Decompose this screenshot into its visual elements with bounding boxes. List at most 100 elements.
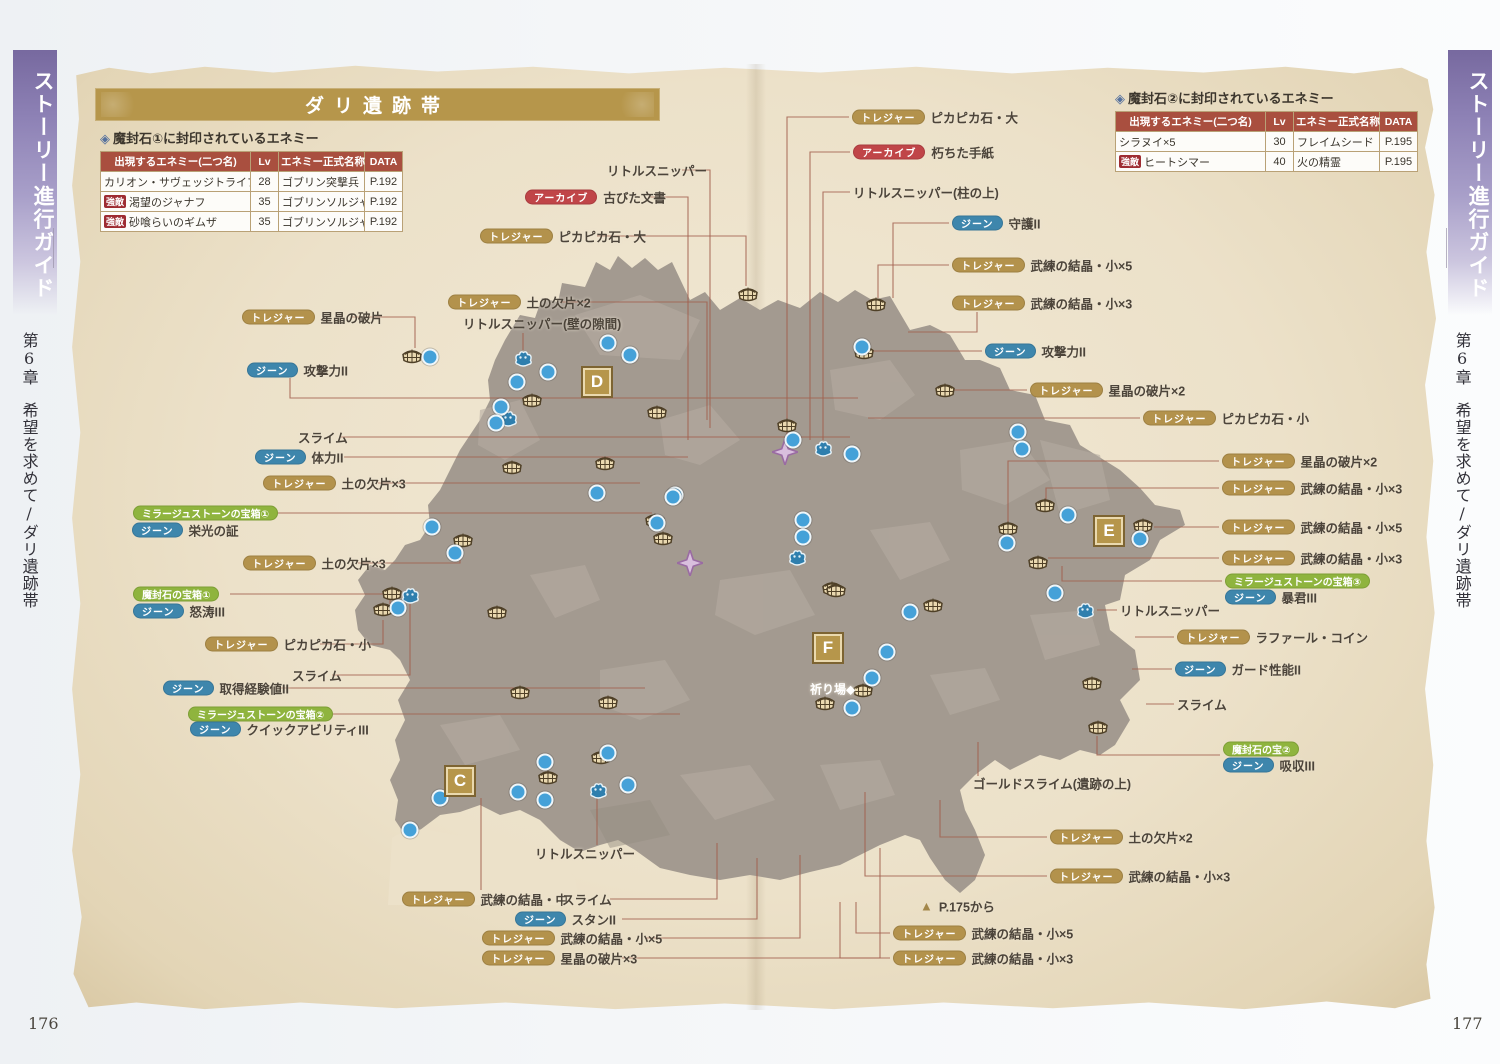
treasure-chest-icon bbox=[501, 458, 523, 477]
enemy-level: 40 bbox=[1265, 151, 1294, 172]
spot-dot bbox=[1046, 584, 1064, 602]
spot-dot bbox=[843, 445, 861, 463]
label-text: 土の欠片×2 bbox=[1128, 831, 1193, 846]
treasure-chest-icon bbox=[381, 584, 403, 603]
map-section-letter-F: F bbox=[812, 632, 844, 664]
label-text: 暴君III bbox=[1281, 591, 1317, 606]
treasure-chest-icon bbox=[814, 694, 836, 713]
leader-line bbox=[892, 222, 949, 298]
map-label: ジーン 怒涛III bbox=[133, 602, 225, 621]
archive-tag: アーカイブ bbox=[525, 189, 598, 205]
map-label: ミラージュストーンの宝箱③ bbox=[1225, 573, 1376, 589]
label-text: 武練の結晶・中 bbox=[480, 893, 569, 908]
spot-dot bbox=[843, 699, 861, 717]
mirage-tag: ミラージュストーンの宝箱③ bbox=[1225, 573, 1371, 589]
treasure-tag: トレジャー bbox=[1177, 629, 1250, 645]
map-label: ジーン 取得経験値II bbox=[163, 679, 289, 698]
enemy-row: カリオン・サヴェッジトライブ×528ゴブリン突撃兵P.192 bbox=[100, 171, 403, 192]
label-text: 土の欠片×2 bbox=[526, 296, 591, 311]
chapter-label-right: 第6章希望を求めて/ダリ遺跡帯 bbox=[1452, 332, 1472, 609]
spot-dot bbox=[878, 643, 896, 661]
spot-dot bbox=[863, 669, 881, 687]
gene-tag: ジーン bbox=[190, 721, 241, 737]
map-dark-patch bbox=[590, 800, 670, 848]
treasure-tag: トレジャー bbox=[1030, 382, 1103, 398]
spot-dot bbox=[648, 514, 666, 532]
label-text: リトルスニッパー(柱の上) bbox=[853, 186, 999, 201]
table-heading: ◈ 魔封石②に封印されているエネミー bbox=[1115, 91, 1334, 106]
spot-dot bbox=[1009, 423, 1027, 441]
label-text: ガード性能II bbox=[1231, 663, 1301, 678]
little-snipper-icon bbox=[812, 439, 835, 458]
label-text: 怒涛III bbox=[189, 605, 225, 620]
map-label: スライム bbox=[298, 428, 348, 447]
gene-tag: ジーン bbox=[515, 911, 566, 927]
treasure-tag: トレジャー bbox=[448, 294, 521, 310]
map-label: ミラージュストーンの宝箱② bbox=[188, 706, 339, 722]
enemy-data-page: P.195 bbox=[1379, 151, 1418, 172]
map-label: ジーン ガード性能II bbox=[1175, 660, 1301, 679]
sealed-enemy-table-1: ◈ 魔封石①に封印されているエネミー 出現するエネミー(二つ名) Lv エネミー正式名… bbox=[100, 128, 410, 232]
page-number-left: 176 bbox=[28, 1014, 59, 1033]
seal-tag: 魔封石の宝② bbox=[1223, 741, 1300, 757]
little-snipper-icon bbox=[1074, 601, 1097, 620]
label-text: 攻撃力II bbox=[303, 364, 348, 379]
treasure-chest-icon bbox=[594, 454, 616, 473]
leader-line bbox=[1061, 566, 1222, 582]
treasure-chest-icon bbox=[521, 391, 543, 410]
map-label: ジーン スタンII bbox=[515, 910, 616, 929]
diamond-icon: ◈ bbox=[100, 131, 110, 146]
chapter-label-left: 第6章希望を求めて/ダリ遺跡帯 bbox=[20, 332, 39, 609]
seal-stone-icon bbox=[677, 550, 703, 576]
map-label: ジーン 暴君III bbox=[1225, 588, 1317, 607]
label-text: 武練の結晶・小×3 bbox=[971, 952, 1074, 967]
leader-line bbox=[908, 312, 978, 333]
strong-enemy-badge: 強敵 bbox=[104, 214, 127, 228]
map-label: スライム bbox=[1177, 695, 1227, 714]
mirage-tag: ミラージュストーンの宝箱② bbox=[188, 706, 334, 722]
treasure-chest-icon bbox=[597, 693, 619, 712]
label-text: スライム bbox=[298, 431, 348, 446]
leader-line bbox=[786, 116, 849, 444]
column-header: DATA bbox=[1379, 111, 1418, 132]
label-text: リトルスニッパー(壁の隙間) bbox=[463, 317, 622, 332]
leader-line bbox=[648, 196, 689, 440]
strong-enemy-badge: 強敵 bbox=[104, 194, 127, 208]
chapter-number: 第6章 bbox=[1452, 332, 1472, 386]
spot-dot bbox=[853, 338, 871, 356]
map-label: トレジャー 武練の結晶・小×3 bbox=[1222, 549, 1402, 568]
map-label: リトルスニッパー(柱の上) bbox=[853, 183, 999, 202]
seal-stone-icon bbox=[772, 439, 798, 465]
spot-dot bbox=[998, 534, 1016, 552]
sealed-enemy-table-2: ◈ 魔封石②に封印されているエネミー 出現するエネミー(二つ名) Lv エネミー正式名… bbox=[1115, 88, 1425, 172]
map-label: トレジャー 武練の結晶・小×5 bbox=[482, 929, 662, 948]
label-text: クイックアビリティIII bbox=[246, 723, 369, 738]
treasure-chest-icon bbox=[486, 603, 508, 622]
spot-dot bbox=[423, 518, 441, 536]
spot-dot bbox=[588, 484, 606, 502]
map-label: トレジャー ピカピカ石・大 bbox=[480, 227, 646, 246]
map-label: トレジャー ピカピカ石・小 bbox=[1143, 409, 1309, 428]
table-heading: ◈ 魔封石①に封印されているエネミー bbox=[100, 131, 319, 146]
label-text: 武練の結晶・小×3 bbox=[1300, 482, 1403, 497]
little-snipper-icon bbox=[786, 548, 809, 567]
map-label: トレジャー 武練の結晶・小×5 bbox=[893, 924, 1073, 943]
map-label: トレジャー 星晶の破片 bbox=[242, 308, 383, 327]
column-header: DATA bbox=[364, 151, 403, 172]
column-header: 出現するエネミー(二つ名) bbox=[100, 151, 251, 172]
map-label: ジーン 守護II bbox=[952, 214, 1040, 233]
treasure-tag: トレジャー bbox=[242, 309, 315, 325]
treasure-tag: トレジャー bbox=[1222, 480, 1295, 496]
label-text: リトルスニッパー bbox=[1120, 604, 1221, 619]
gene-tag: ジーン bbox=[132, 522, 183, 538]
label-text: 体力II bbox=[311, 451, 344, 466]
column-header: Lv bbox=[1265, 111, 1294, 132]
label-text: ゴールドスライム(遺跡の上) bbox=[973, 777, 1132, 792]
treasure-chest-icon bbox=[509, 683, 531, 702]
treasure-tag: トレジャー bbox=[243, 555, 316, 571]
treasure-tag: トレジャー bbox=[205, 636, 278, 652]
gene-tag: ジーン bbox=[255, 449, 306, 465]
leader-line bbox=[622, 858, 758, 920]
